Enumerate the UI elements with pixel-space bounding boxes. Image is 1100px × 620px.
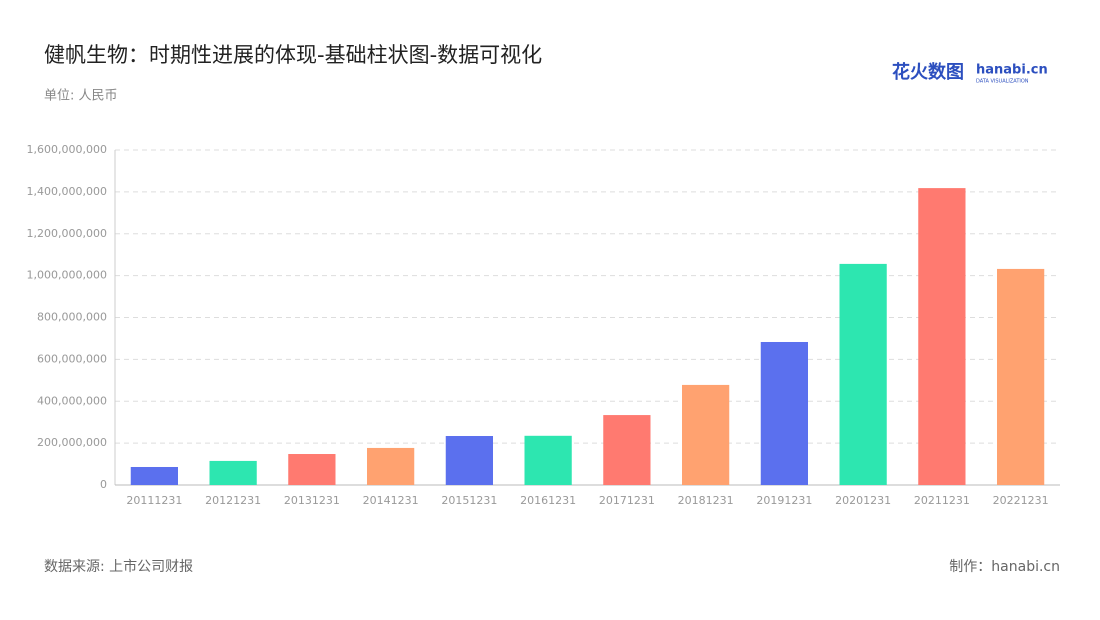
logo-en: hanabi.cn xyxy=(976,63,1048,78)
bar xyxy=(445,436,493,485)
x-tick-label: 20201231 xyxy=(835,494,891,507)
bar xyxy=(288,454,336,485)
x-tick-label: 20171231 xyxy=(599,494,655,507)
y-tick-label: 1,000,000,000 xyxy=(27,269,107,282)
bar xyxy=(524,435,572,485)
credit: 制作：hanabi.cn xyxy=(949,559,1060,575)
bar xyxy=(682,384,730,485)
y-tick-label: 0 xyxy=(100,478,107,491)
y-tick-label: 400,000,000 xyxy=(37,394,107,407)
bar xyxy=(918,188,966,485)
bar xyxy=(130,466,178,485)
x-tick-label: 20151231 xyxy=(441,494,497,507)
source: 数据来源: 上市公司财报 xyxy=(44,558,193,575)
x-tick-label: 20111231 xyxy=(126,494,182,507)
chart-subtitle: 单位: 人民币 xyxy=(44,89,118,104)
bar xyxy=(603,415,651,485)
x-tick-label: 20141231 xyxy=(363,494,419,507)
x-tick-label: 20121231 xyxy=(205,494,261,507)
y-tick-label: 600,000,000 xyxy=(37,352,107,365)
bar xyxy=(367,447,415,485)
logo-cn: 花火数图 xyxy=(892,61,964,83)
x-tick-label: 20221231 xyxy=(993,494,1049,507)
x-tick-label: 20211231 xyxy=(914,494,970,507)
x-tick-label: 20161231 xyxy=(520,494,576,507)
bar xyxy=(997,268,1045,485)
x-tick-label: 20181231 xyxy=(678,494,734,507)
y-tick-label: 1,600,000,000 xyxy=(27,143,107,156)
y-tick-label: 200,000,000 xyxy=(37,436,107,449)
chart-title: 健帆生物：时期性进展的体现-基础柱状图-数据可视化 xyxy=(44,43,542,67)
x-tick-label: 20191231 xyxy=(756,494,812,507)
y-tick-label: 800,000,000 xyxy=(37,311,107,324)
logo-tagline: DATA VISUALIZATION xyxy=(976,79,1029,85)
bar xyxy=(839,263,887,485)
y-tick-label: 1,200,000,000 xyxy=(27,227,107,240)
x-tick-label: 20131231 xyxy=(284,494,340,507)
bar xyxy=(209,460,257,485)
bar xyxy=(760,341,808,485)
y-tick-label: 1,400,000,000 xyxy=(27,185,107,198)
